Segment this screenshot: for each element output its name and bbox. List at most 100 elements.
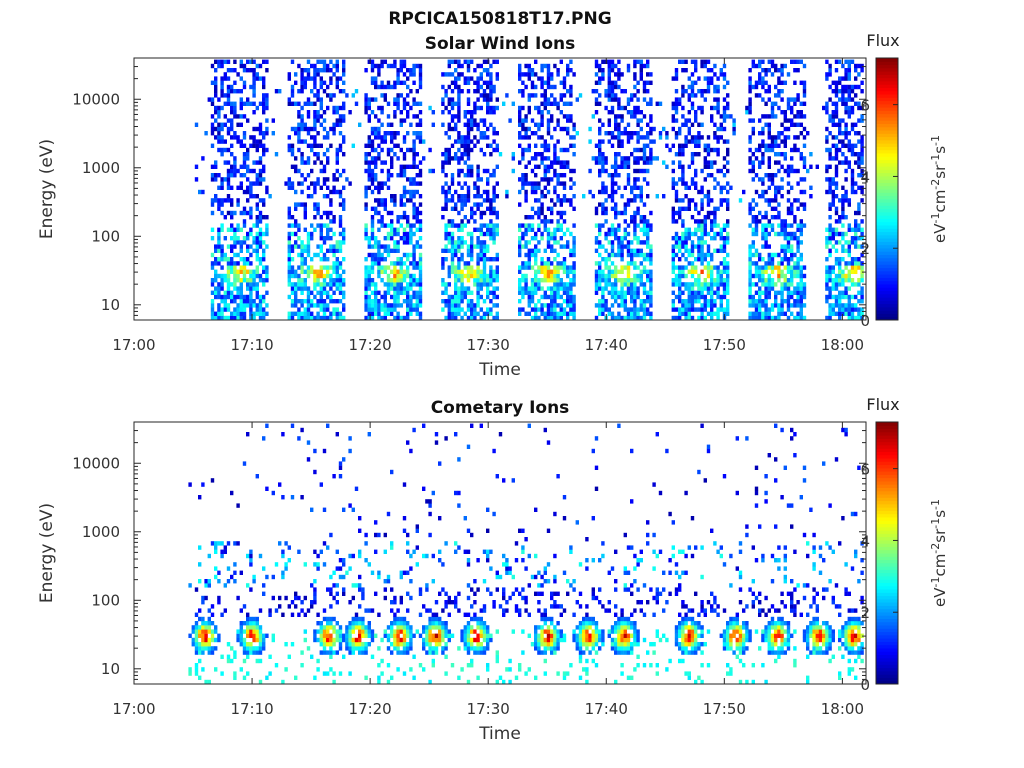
heatmap-cell [210, 261, 215, 266]
heatmap-cell [521, 173, 525, 178]
heatmap-cell [841, 257, 845, 262]
heatmap-cell [783, 118, 787, 123]
heatmap-cell [386, 210, 391, 216]
heatmap-cell [246, 147, 250, 153]
heatmap-cell [652, 126, 656, 132]
heatmap-cell [473, 68, 477, 73]
heatmap-cell [684, 299, 688, 304]
heatmap-cell [444, 244, 448, 249]
heatmap-cell [687, 286, 691, 291]
heatmap-cell [783, 143, 787, 148]
heatmap-cell [444, 315, 448, 321]
heatmap-cell [758, 63, 762, 69]
heatmap-cell [377, 244, 381, 249]
heatmap-cell [249, 244, 253, 249]
heatmap-cell [607, 273, 611, 279]
heatmap-cell [706, 210, 711, 216]
heatmap-cell [649, 147, 653, 153]
heatmap-cell [466, 269, 471, 274]
heatmap-cell [297, 315, 301, 321]
heatmap-cell [226, 286, 231, 291]
heatmap-cell [553, 311, 557, 316]
heatmap-cell [706, 269, 711, 274]
heatmap-cell [726, 114, 730, 119]
heatmap-cell [482, 89, 487, 94]
heatmap-cell [559, 265, 563, 270]
heatmap-cell [316, 282, 320, 287]
heatmap-cell [367, 303, 371, 308]
heatmap-cell [313, 68, 317, 73]
heatmap-cell [460, 168, 464, 174]
heatmap-cell [754, 156, 759, 161]
heatmap-cell [617, 311, 621, 316]
heatmap-cell [258, 101, 263, 106]
heatmap-cell [406, 273, 410, 279]
heatmap-cell [841, 311, 845, 316]
heatmap-cell [486, 181, 490, 186]
heatmap-cell [726, 290, 730, 295]
heatmap-cell [290, 181, 295, 186]
heatmap-cell [521, 152, 525, 157]
heatmap-cell [802, 265, 807, 270]
heatmap-cell [719, 72, 723, 77]
heatmap-cell [492, 236, 496, 241]
heatmap-cell [639, 63, 643, 69]
heatmap-cell [850, 105, 855, 111]
heatmap-cell [444, 257, 448, 262]
heatmap-cell [828, 236, 832, 241]
heatmap-cell [716, 278, 720, 283]
heatmap-cell [828, 72, 832, 77]
heatmap-cell [418, 131, 423, 136]
heatmap-cell [444, 189, 448, 195]
heatmap-cell [402, 72, 407, 77]
heatmap-cell [681, 219, 685, 224]
heatmap-cell [463, 181, 467, 186]
heatmap-cell [479, 282, 483, 287]
heatmap-cell [594, 72, 599, 77]
heatmap-cell [639, 147, 643, 153]
heatmap-cell [626, 240, 631, 245]
heatmap-cell [617, 290, 621, 295]
heatmap-cell [511, 101, 515, 106]
heatmap-cell [393, 294, 397, 300]
heatmap-cell [463, 135, 467, 140]
heatmap-cell [543, 168, 547, 174]
heatmap-cell [697, 282, 701, 287]
heatmap-cell [706, 261, 711, 266]
heatmap-cell [857, 63, 861, 69]
heatmap-cell [694, 294, 698, 300]
heatmap-cell [246, 282, 250, 287]
heatmap-cell [505, 194, 509, 199]
heatmap-cell [786, 164, 791, 169]
heatmap-cell [220, 152, 224, 157]
heatmap-cell [399, 147, 403, 153]
heatmap-cell [252, 311, 256, 316]
heatmap-cell [543, 311, 547, 316]
heatmap-cell [313, 72, 317, 77]
heatmap-cell [326, 147, 330, 153]
heatmap-cell [687, 110, 691, 115]
heatmap-cell [230, 198, 234, 203]
heatmap-cell [486, 72, 490, 77]
heatmap-cell [786, 307, 791, 312]
heatmap-cell [783, 286, 787, 291]
heatmap-cell [466, 68, 471, 73]
heatmap-cell [534, 303, 538, 308]
heatmap-cell [690, 84, 695, 90]
heatmap-cell [457, 59, 461, 64]
heatmap-cell [530, 181, 535, 186]
heatmap-cell [556, 269, 560, 274]
heatmap-cell [642, 97, 647, 102]
heatmap-cell [614, 126, 618, 132]
heatmap-cell [594, 278, 599, 283]
heatmap-cell [412, 139, 416, 144]
heatmap-cell [719, 294, 723, 300]
heatmap-cell [335, 63, 339, 69]
heatmap-cell [518, 269, 522, 274]
heatmap-cell [703, 177, 707, 182]
heatmap-cell [633, 114, 637, 119]
heatmap-cell [386, 185, 391, 190]
heatmap-cell [239, 105, 243, 111]
heatmap-cell [470, 210, 474, 216]
heatmap-cell [335, 273, 339, 279]
